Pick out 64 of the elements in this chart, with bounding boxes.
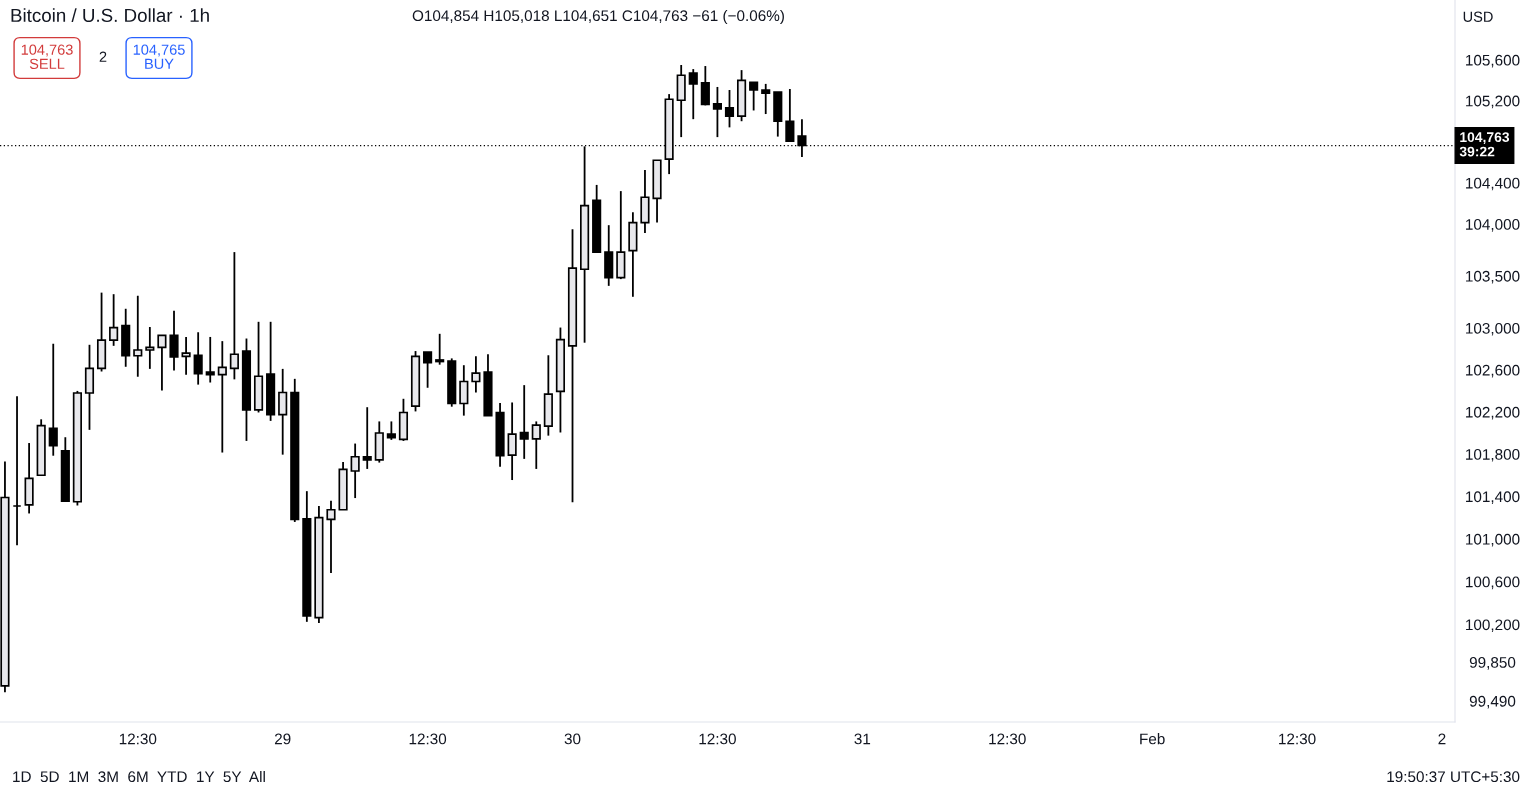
candlestick xyxy=(193,331,203,386)
candlestick xyxy=(471,355,481,394)
candlestick xyxy=(700,65,710,107)
candlestick xyxy=(217,340,227,454)
candlestick xyxy=(157,334,167,392)
x-tick-label: 31 xyxy=(854,733,871,745)
x-tick-label: 30 xyxy=(564,733,581,745)
x-tick-label: 12:30 xyxy=(699,733,736,745)
y-tick-label: 104,000 xyxy=(1466,219,1520,232)
text: 19:50:37 UTC+5:30 xyxy=(1387,771,1520,783)
y-tick-label: 101,800 xyxy=(1466,448,1520,462)
x-tick-label: 29 xyxy=(274,733,291,745)
annotation: 104,763 SELL xyxy=(21,44,73,69)
candlestick xyxy=(435,332,445,366)
candlestick xyxy=(519,384,529,460)
candlestick xyxy=(386,420,396,441)
ref-line-label: 104,763 39:22 xyxy=(1459,132,1510,157)
y-tick-label: 103,500 xyxy=(1466,270,1520,284)
candlestick xyxy=(145,326,155,370)
candlestick xyxy=(459,364,469,417)
y-tick-label: 102,200 xyxy=(1466,406,1520,420)
y-tick-label: 100,600 xyxy=(1466,576,1520,590)
candlestick xyxy=(531,420,541,470)
candlestick xyxy=(278,367,288,456)
candlestick xyxy=(423,351,433,389)
candlestick xyxy=(109,293,119,347)
candlestick xyxy=(205,336,215,384)
annotation: 2 xyxy=(99,51,107,62)
text: O104,854 H105,018 L104,651 C104,763 −61 (−0.06%) xyxy=(412,9,784,25)
y-tick-label: 105,600 xyxy=(1466,54,1520,68)
candlestick xyxy=(169,309,179,372)
candlestick xyxy=(350,442,360,499)
chart-title: Bitcoin / U.S. Dollar · 1h xyxy=(11,8,209,23)
candlestick xyxy=(181,336,191,376)
text: USD xyxy=(1463,11,1493,22)
y-tick-label: 102,600 xyxy=(1466,364,1520,378)
candlestick xyxy=(785,88,795,143)
text: 1D 5D 1M 3M 6M YTD 1Y 5Y All xyxy=(13,770,265,783)
y-tick-label: 105,200 xyxy=(1466,95,1520,109)
y-tick-label: 103,000 xyxy=(1466,322,1520,336)
candlestick xyxy=(229,251,239,381)
candlestick xyxy=(48,342,58,457)
y-tick-label: 99,850 xyxy=(1469,657,1516,670)
x-tick-label: Feb xyxy=(1140,733,1165,745)
x-tick-label: 12:30 xyxy=(1279,733,1316,745)
y-tick-label: 99,490 xyxy=(1469,695,1516,709)
candlestick xyxy=(362,406,372,470)
candlestick xyxy=(712,86,722,139)
candlestick xyxy=(761,82,771,115)
y-tick-label: 101,400 xyxy=(1466,491,1520,504)
x-tick-label: 12:30 xyxy=(989,733,1026,745)
candlestick xyxy=(133,294,143,378)
y-tick-label: 101,000 xyxy=(1466,533,1520,547)
x-tick-label: 12:30 xyxy=(409,733,447,745)
candlestick xyxy=(749,81,759,112)
candlestick xyxy=(326,499,336,575)
annotation: 104,765 BUY xyxy=(133,44,185,69)
y-tick-label: 100,200 xyxy=(1466,619,1520,633)
candlestick xyxy=(724,89,735,129)
candlestick xyxy=(507,401,517,481)
y-tick-label: 104,400 xyxy=(1466,177,1520,191)
x-tick-label: 12:30 xyxy=(119,733,157,745)
x-tick-label: 2 xyxy=(1438,733,1446,745)
candlestick xyxy=(688,68,698,121)
